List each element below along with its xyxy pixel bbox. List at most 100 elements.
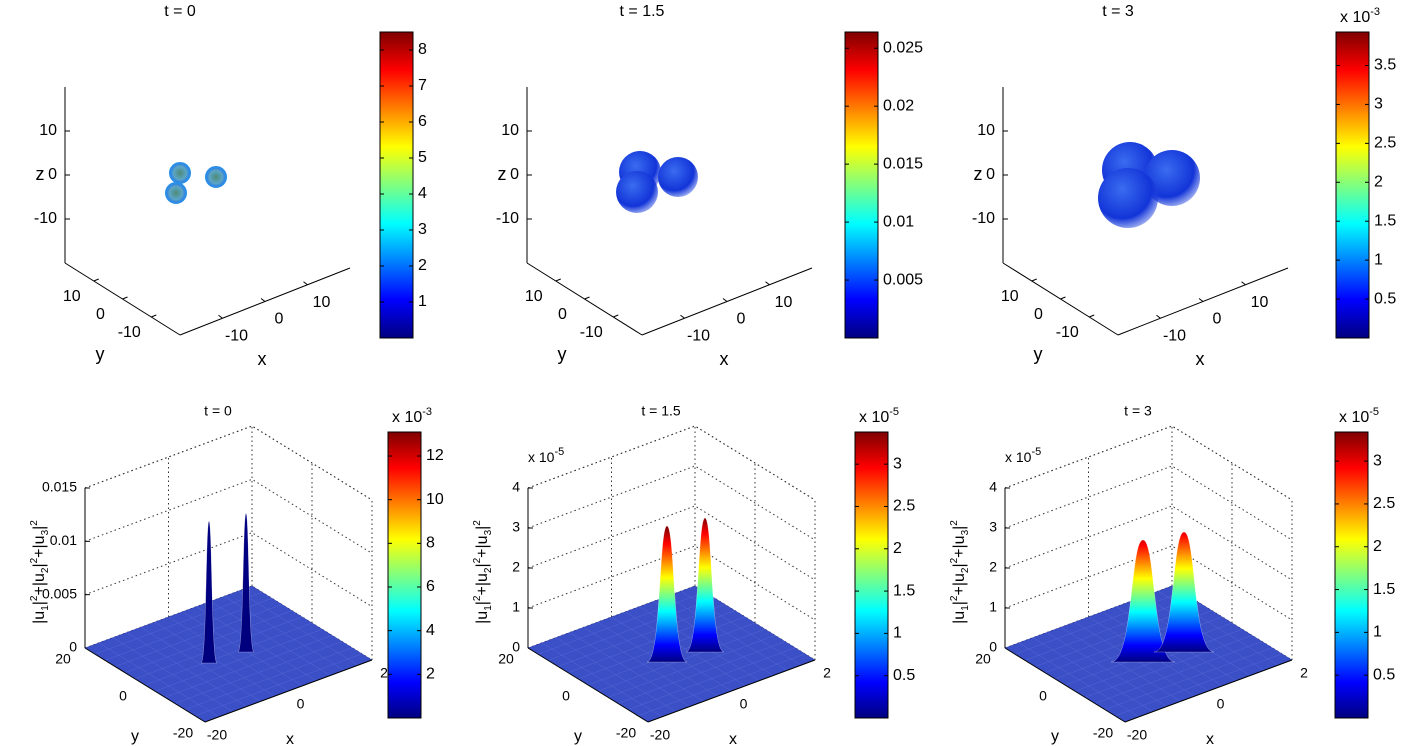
y-tick-label: -10 [118,324,141,341]
z-axis-label-part: |u [474,611,491,624]
y-tick-label: 0 [119,688,127,704]
multiplier: x 10-3 [392,406,432,426]
x-tick [1156,314,1161,319]
z-tick-label: 2 [989,559,997,575]
y-tick-label: -20 [616,725,636,741]
chart-title: t = 3 [1102,3,1134,20]
z-axis-label-part: 3 [960,529,971,535]
colorbar-tick-label: 2 [418,257,427,274]
multiplier: x 10-3 [1340,6,1380,26]
z-axis-label-part: | [31,601,48,605]
grid-line [1004,545,1293,621]
y-axis-label: y [558,344,567,364]
z-tick-label: 10 [39,122,57,139]
x-axis [647,659,816,723]
multiplier-exponent: -5 [554,446,564,458]
z-axis-label-part: 3 [483,529,494,535]
chart-title: t = 3 [1124,403,1152,419]
surface-mesh [1114,653,1283,717]
y-tick-label: -20 [173,725,193,741]
z-tick-label: -10 [496,210,519,227]
grid-line [1004,425,1293,501]
x-tick-label: 10 [1251,294,1269,311]
colorbar-tick-label: 0.015 [883,155,923,172]
grid-line [527,425,816,501]
colorbar [1334,431,1369,719]
z-tick-label: 4 [512,479,520,495]
colorbar-tick-label: 1 [893,625,902,642]
colorbar-tick-label: 8 [426,535,435,552]
z-tick-label: 3 [989,519,997,535]
colorbar-tick-label: 0.5 [1373,666,1395,683]
x-tick-label: -10 [225,327,248,344]
z-axis-label-part: +|u [474,573,491,595]
chart-title: t = 1.5 [620,3,665,20]
x-tick-label: -10 [1163,327,1186,344]
grid-line [1004,505,1293,581]
isosurface-blob [616,171,658,213]
colorbar-tick-label: 0.025 [883,39,923,56]
z-axis-label-part: 2 [472,595,483,601]
multiplier: x 10-5 [528,446,564,465]
z-tick-label: 0.005 [42,585,77,601]
x-tick-label: 2 [380,665,388,681]
x-tick-label: 0 [1217,696,1225,712]
z-axis-label: z [498,164,507,184]
colorbar-tick-label: 2.5 [893,498,915,515]
z-axis-label-part: 2 [472,520,483,526]
z-tick-label: -10 [972,210,995,227]
y-axis-label: y [131,728,139,745]
x-tick-label: 0 [1213,311,1222,328]
y-tick-label: 0 [1034,306,1043,323]
surface-peak [237,513,255,653]
multiplier-exponent: -3 [422,406,432,418]
y-tick-label: 20 [975,651,991,667]
z-tick-label: -10 [34,210,57,227]
y-tick [1060,296,1066,300]
z-tick-label: 0 [512,639,520,655]
x-axis [1124,659,1293,723]
chart-title: t = 0 [164,3,196,20]
z-axis-label-part: 2 [40,567,51,573]
x-tick [218,314,223,319]
box-edge [527,425,816,501]
y-tick [1089,314,1095,318]
y-axis [1004,647,1126,723]
z-axis-label-part: | [951,563,968,567]
z-axis-label-part: +|u [31,573,48,595]
z-axis-label-part: 2 [949,595,960,601]
colorbar-tick-label: 6 [418,113,427,130]
colorbar-tick-label: 2.5 [1374,135,1396,152]
z-axis-label-part: 3 [40,529,51,535]
z-axis-label-part: +|u [474,535,491,557]
y-tick [151,314,157,318]
multiplier-exponent: -5 [1031,446,1041,458]
x-tick [765,281,770,286]
colorbar-tick-label: 12 [426,447,444,464]
colorbar-tick-label: 4 [418,185,427,202]
grid-line [527,545,816,621]
surface-peak [646,525,688,663]
isosurface-blob [205,166,227,188]
colorbar-tick-label: 2.5 [1373,495,1395,512]
y-tick-label: 20 [498,651,514,667]
colorbar-tick-label: 0.01 [883,213,914,230]
x-tick [260,298,266,302]
chart-title: t = 0 [204,403,232,419]
colorbar-tick-label: 2 [1374,173,1383,190]
x-tick-label: 0 [297,696,305,712]
y-tick-label: 20 [55,651,71,667]
z-axis-label-part: 2 [960,567,971,573]
y-axis-label: y [1034,344,1043,364]
colorbar-tick-label: 2 [426,666,435,683]
colorbar-tick-label: 3 [1374,96,1383,113]
z-tick-label: 0.015 [42,479,77,495]
z-axis-label: z [974,164,983,184]
multiplier-exponent: -5 [889,406,899,418]
colorbar-tick-label: 1 [418,293,427,310]
x-axis-label: x [1206,731,1214,746]
box-edge [1004,425,1293,501]
multiplier-base: x 10 [392,409,422,426]
x-tick-label: -20 [1127,727,1147,743]
colorbar-tick-label: 1.5 [1374,212,1396,229]
